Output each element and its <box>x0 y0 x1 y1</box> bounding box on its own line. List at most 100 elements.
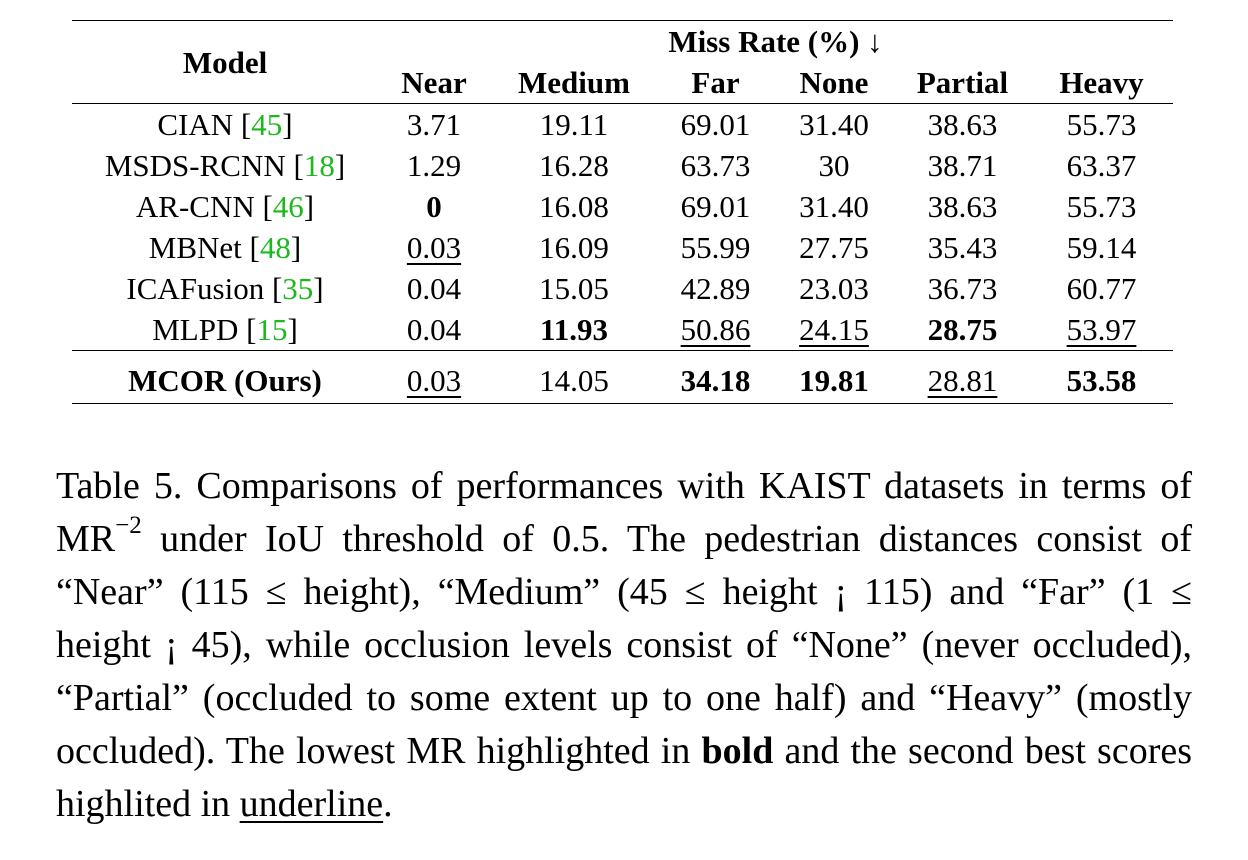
header-miss-rate: Miss Rate (%) ↓ <box>378 20 1173 62</box>
cell-medium: 14.05 <box>490 350 658 404</box>
header-row-columns: Near Medium Far None Partial Heavy <box>72 62 1173 104</box>
caption-part2: under IoU threshold of 0.5. The pedestri… <box>56 518 1192 772</box>
citation-link[interactable]: 48 <box>259 230 291 265</box>
cell-model: CIAN [45] <box>72 103 378 145</box>
cell-heavy: 53.97 <box>1030 309 1173 351</box>
cell-near: 0.04 <box>406 271 462 306</box>
cell-near: 0.04 <box>406 312 462 347</box>
table-row: AR-CNN [46] 0 16.08 69.01 31.40 38.63 55.73 <box>72 186 1173 227</box>
underlined-value: 50.86 <box>680 312 751 347</box>
table-row-ours: MCOR (Ours) 0.03 14.05 34.18 19.81 28.81 53.58 <box>72 350 1173 404</box>
cell-model: MBNet [48] <box>72 227 378 268</box>
underlined-value: 53.97 <box>1066 312 1137 347</box>
citation-close: ] <box>334 148 346 183</box>
header-far: Far <box>691 65 740 100</box>
model-name: MLPD [ <box>152 312 257 347</box>
caption-part1: Table 5. Comparisons of performances wit… <box>56 465 1192 560</box>
citation-link[interactable]: 18 <box>303 148 335 183</box>
cell-model: AR-CNN [46] <box>72 186 378 227</box>
header-model: Model <box>72 20 378 104</box>
citation-link[interactable]: 45 <box>251 107 283 142</box>
citation-close: ] <box>303 189 315 224</box>
cell-medium: 16.09 <box>539 230 609 265</box>
citation-link[interactable]: 46 <box>272 189 304 224</box>
cell-heavy: 55.73 <box>1030 103 1173 145</box>
table-row: CIAN [45] 3.71 19.11 69.01 31.40 38.63 55.73 <box>72 103 1173 145</box>
model-name: CIAN [ <box>157 107 252 142</box>
citation-close: ] <box>290 230 302 265</box>
cell-partial: 38.63 <box>895 103 1030 145</box>
results-table: Model Miss Rate (%) ↓ Near Medium Far No… <box>72 20 1173 404</box>
header-medium: Medium <box>518 65 630 100</box>
model-name: AR-CNN [ <box>135 189 273 224</box>
cell-near: 1.29 <box>406 148 462 183</box>
caption-superscript: −2 <box>115 512 142 540</box>
cell-heavy: 53.58 <box>1030 350 1173 404</box>
cell-none: 27.75 <box>799 230 869 265</box>
cell-medium: 11.93 <box>539 312 609 347</box>
header-row-group: Model Miss Rate (%) ↓ <box>72 20 1173 104</box>
cell-model: MLPD [15] <box>72 309 378 351</box>
table-row: ICAFusion [35] 0.04 15.05 42.89 23.03 36.73 60… <box>72 268 1173 309</box>
table-body: CIAN [45] 3.71 19.11 69.01 31.40 38.63 55.73 MS… <box>72 103 1173 404</box>
caption-part4: . <box>383 783 393 825</box>
cell-partial: 28.75 <box>927 312 998 347</box>
citation-close: ] <box>313 271 324 306</box>
cell-near: 0.03 <box>378 350 490 404</box>
model-name: ICAFusion [ <box>126 271 283 306</box>
cell-near: 3.71 <box>378 103 490 145</box>
underlined-value: 28.81 <box>927 363 998 398</box>
cell-heavy: 63.37 <box>1066 148 1137 183</box>
header-partial: Partial <box>916 65 1009 100</box>
cell-partial: 35.43 <box>927 230 998 265</box>
cell-heavy: 55.73 <box>1066 189 1137 224</box>
cell-far: 69.01 <box>680 189 751 224</box>
cell-medium: 15.05 <box>539 271 609 306</box>
cell-none: 30 <box>818 148 850 183</box>
cell-none: 31.40 <box>773 103 895 145</box>
cell-partial: 38.71 <box>927 148 998 183</box>
cell-heavy: 59.14 <box>1066 230 1137 265</box>
header-none: None <box>799 65 869 100</box>
citation-link[interactable]: 35 <box>282 271 314 306</box>
cell-near: 0 <box>426 189 442 224</box>
cell-far: 42.89 <box>680 271 751 306</box>
cell-partial: 36.73 <box>927 271 998 306</box>
cell-model: ICAFusion [35] <box>72 268 378 309</box>
cell-partial: 38.63 <box>927 189 998 224</box>
cell-model: MSDS-RCNN [18] <box>72 145 378 186</box>
model-name: MBNet [ <box>148 230 260 265</box>
model-name: MSDS-RCNN [ <box>104 148 304 183</box>
table-row: MBNet [48] 0.03 16.09 55.99 27.75 35.43 59.14 <box>72 227 1173 268</box>
cell-model: MCOR (Ours) <box>72 350 378 404</box>
cell-none: 23.03 <box>799 271 869 306</box>
caption-underline-word: underline <box>239 783 384 825</box>
cell-medium: 16.28 <box>539 148 609 183</box>
cell-medium: 19.11 <box>490 103 658 145</box>
results-table-container: Model Miss Rate (%) ↓ Near Medium Far No… <box>72 20 1173 404</box>
caption-bold-word: bold <box>701 730 774 772</box>
cell-partial: 28.81 <box>895 350 1030 404</box>
cell-medium: 16.08 <box>539 189 609 224</box>
cell-heavy: 60.77 <box>1066 271 1137 306</box>
cell-none: 19.81 <box>773 350 895 404</box>
header-heavy: Heavy <box>1059 65 1144 100</box>
table-row: MSDS-RCNN [18] 1.29 16.28 63.73 30 38.71 63.37 <box>72 145 1173 186</box>
caption-part3: and the second best scores highlited in <box>56 730 1192 825</box>
citation-close: ] <box>287 312 298 347</box>
citation-link[interactable]: 15 <box>256 312 288 347</box>
cell-none: 31.40 <box>799 189 869 224</box>
header-near: Near <box>401 65 467 100</box>
cell-far: 34.18 <box>658 350 773 404</box>
cell-near: 0.03 <box>378 227 490 268</box>
cell-far: 69.01 <box>658 103 773 145</box>
underlined-value: 24.15 <box>799 312 869 347</box>
cell-far: 55.99 <box>680 230 751 265</box>
table-row: MLPD [15] 0.04 11.93 50.86 24.15 28.75 53.97 <box>72 309 1173 351</box>
underlined-value: 0.03 <box>406 230 462 265</box>
underlined-value: 0.03 <box>406 363 462 398</box>
table-caption: Table 5. Comparisons of performances wit… <box>56 460 1192 831</box>
cell-far: 50.86 <box>658 309 773 351</box>
cell-none: 24.15 <box>773 309 895 351</box>
citation-close: ] <box>282 107 293 142</box>
